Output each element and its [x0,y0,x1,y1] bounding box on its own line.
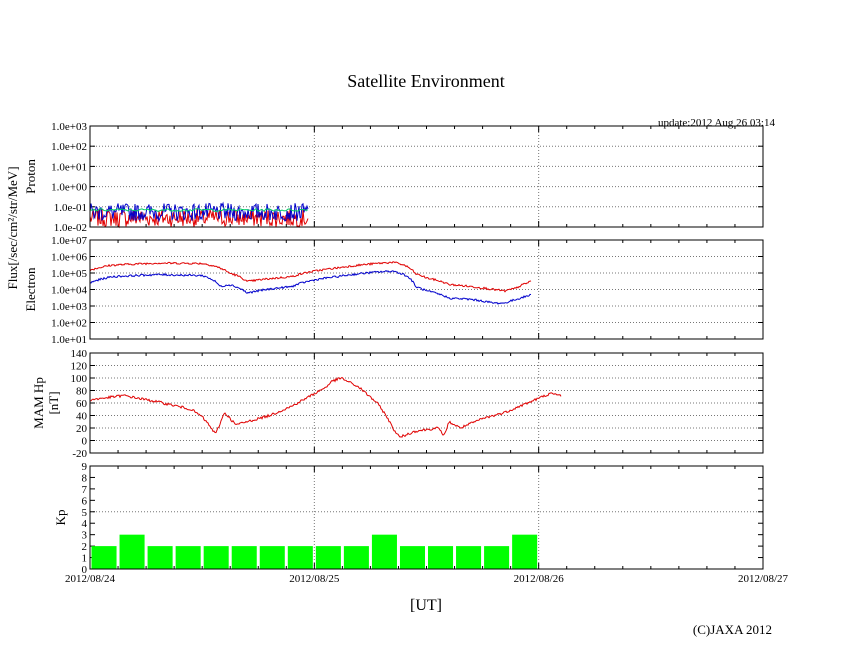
kp-bar [428,546,454,569]
flux-axis-label: Flux[/sec/cm²/str/MeV] [5,166,20,289]
y-tick-label: 1.0e+02 [51,318,87,330]
y-tick-label: 1.0e+02 [51,141,87,153]
kp-bar [203,546,229,569]
y-tick-label: 1.0e+01 [51,161,87,173]
y-tick-label: -20 [72,448,87,460]
panel-ylabel: Kp [53,510,68,526]
proton-series-red [89,208,309,229]
kp-bar [371,534,397,569]
y-tick-label: 1 [82,553,88,565]
kp-bar [343,546,369,569]
y-tick-label: 1.0e+03 [51,121,87,133]
panel-frame [89,125,764,228]
y-tick-label: 1.0e-02 [54,222,87,234]
panel-frame [89,239,764,340]
electron-series-red [89,261,532,293]
y-tick-label: 2 [82,541,88,553]
y-tick-label: 9 [82,461,88,473]
kp-bar [399,546,425,569]
y-tick-label: 1.0e+05 [51,268,87,280]
panel-ylabel: Proton [23,159,38,194]
y-tick-label: 140 [71,348,88,360]
x-axis-label: [UT] [410,597,442,614]
y-tick-label: 1.0e+00 [51,182,87,194]
y-tick-label: 5 [82,507,88,519]
panels: 1.0e-021.0e-011.0e+001.0e+011.0e+021.0e+… [23,121,789,585]
y-tick-label: 6 [82,495,88,507]
y-tick-label: 3 [82,530,88,542]
kp-bar [484,546,510,569]
y-tick-label: 1.0e-01 [54,202,87,214]
y-tick-label: 8 [82,472,88,484]
y-tick-label: 40 [76,411,88,423]
kp-bar [175,546,201,569]
copyright: (C)JAXA 2012 [693,622,772,637]
kp-bar [287,546,313,569]
y-tick-label: 120 [71,361,88,373]
proton-series-blue [89,201,309,223]
kp-bar [259,546,285,569]
kp-bar [231,546,257,569]
y-tick-label: 1.0e+03 [51,301,87,313]
y-tick-label: 7 [82,484,88,496]
y-tick-label: 20 [76,423,88,435]
x-tick-label: 2012/08/25 [289,573,340,585]
y-tick-label: 0 [82,564,88,576]
y-tick-label: 60 [76,398,88,410]
panel-ylabel: MAM Hp [31,377,46,429]
y-tick-label: 100 [71,373,88,385]
kp-bar [315,546,341,569]
x-tick-label: 2012/08/26 [514,573,565,585]
y-tick-label: 0 [82,436,88,448]
y-tick-label: 4 [82,518,88,530]
y-tick-label: 1.0e+01 [51,334,87,346]
proton-series-green [89,207,309,213]
kp-bar [147,546,173,569]
x-tick-label: 2012/08/24 [65,573,116,585]
panel-ylabel-unit: [nT] [46,391,61,414]
mam-hp-series-red [89,376,562,438]
panel-electron: 1.0e+01 1.0e+02 1.0e+03 1.0e+04 1.0e+05 1.0e+… [23,235,764,346]
panel-frame [89,465,764,570]
y-tick-label: 1.0e+04 [51,285,87,297]
y-tick-label: 80 [76,386,88,398]
kp-bar [119,534,145,569]
x-tick-label: 2012/08/27 [738,573,789,585]
update-timestamp: update:2012 Aug 26 03:14 [658,117,776,129]
kp-bar [456,546,482,569]
kp-bar [91,546,117,569]
panel-proton: 1.0e-02 1.0e-01 1.0e+00 1.0e+01 1.0e+02 1.0e+… [23,121,764,234]
electron-series-blue [89,269,532,305]
chart-title: Satellite Environment [347,71,504,91]
panel-ylabel: Electron [23,267,38,312]
kp-bar [512,534,538,569]
y-tick-label: 1.0e+06 [51,252,87,264]
y-tick-label: 1.0e+07 [51,235,87,247]
panel-frame [89,352,764,454]
